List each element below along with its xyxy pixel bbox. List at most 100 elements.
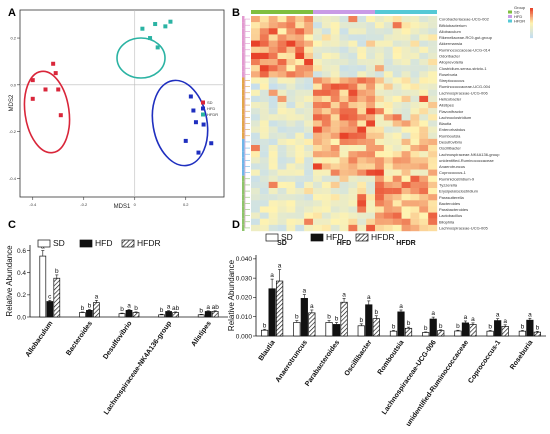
heatmap-cell: [339, 126, 349, 133]
heatmap-cell: [313, 34, 323, 41]
heatmap-cell: [277, 95, 287, 103]
bar-sd: [518, 330, 526, 337]
heatmap-cell: [348, 188, 358, 195]
heatmap-cell: [392, 188, 402, 195]
heatmap-cell: [251, 77, 261, 84]
category-label: Desulfovibrio: [102, 320, 133, 361]
significance-letter: b: [456, 323, 460, 330]
heatmap-cell: [268, 40, 278, 47]
heatmap-cell: [401, 28, 411, 35]
heatmap-cell: [330, 77, 340, 84]
heatmap-cell: [348, 16, 358, 23]
heatmap-cell: [259, 102, 269, 109]
heatmap-cell: [321, 65, 331, 72]
heatmap-cell: [304, 200, 314, 207]
heatmap-cell: [375, 132, 385, 140]
row-annotation-swatch: [242, 169, 245, 176]
bar-hfd: [494, 320, 502, 337]
heatmap-cell: [357, 169, 367, 176]
heatmap-cell: [348, 34, 358, 41]
heatmap-cell: [313, 102, 323, 109]
heatmap-cell: [313, 89, 323, 97]
heatmap-cell: [339, 16, 349, 23]
heatmap-cell: [339, 218, 349, 226]
heatmap-cell: [375, 181, 385, 189]
row-annotation-swatch: [242, 151, 245, 158]
heatmap-cell: [357, 157, 367, 164]
significance-letter: a: [167, 304, 171, 311]
category-label: Lachnospiraceae-UCG-006: [381, 339, 438, 416]
heatmap-cell: [339, 59, 349, 66]
heatmap-cell: [268, 52, 278, 60]
heatmap-cell: [428, 89, 438, 97]
color-scale-step: [530, 33, 533, 36]
y-tick-label: 0.6: [17, 248, 26, 255]
row-annotation-swatch: [242, 40, 245, 47]
heatmap-cell: [251, 163, 261, 170]
heatmap-cell: [268, 212, 278, 219]
bar-hfd: [300, 298, 308, 337]
heatmap-cell: [295, 65, 305, 72]
heatmap-cell: [366, 71, 376, 78]
bar-hfd: [204, 311, 212, 318]
heatmap-cell: [286, 16, 296, 23]
heatmap-cell: [419, 52, 429, 60]
heatmap-cell: [348, 132, 358, 140]
heatmap-group-label: HFDR: [396, 240, 415, 247]
heatmap-cell: [428, 151, 438, 158]
heatmap-cell: [259, 157, 269, 164]
heatmap-cell: [392, 28, 402, 35]
heatmap-cell: [375, 163, 385, 170]
heatmap-cell: [410, 169, 420, 176]
heatmap-cell: [428, 200, 438, 207]
color-scale-step: [530, 17, 533, 19]
heatmap-cell: [321, 102, 331, 109]
heatmap-row-label: Alistipes: [439, 103, 454, 108]
heatmap-cell: [277, 132, 287, 140]
heatmap-cell: [357, 224, 367, 232]
heatmap-cell: [419, 120, 429, 127]
row-annotation-swatch: [242, 175, 245, 182]
heatmap-cell: [366, 200, 376, 207]
legend-swatch: [37, 239, 51, 248]
heatmap-cell: [286, 145, 296, 152]
heatmap-cell: [419, 102, 429, 109]
heatmap-cell: [383, 145, 393, 152]
heatmap-row-label: Lachnospiraceae-NK4A136-group: [439, 152, 500, 157]
heatmap-cell: [286, 83, 296, 90]
heatmap-cell: [410, 163, 420, 170]
row-annotation-swatch: [242, 206, 245, 213]
color-scale-step: [530, 12, 533, 15]
heatmap-cell: [348, 46, 358, 54]
heatmap-cell: [375, 16, 385, 23]
heatmap-cell: [419, 65, 429, 72]
heatmap-cell: [330, 52, 340, 60]
significance-letter: b: [160, 307, 164, 314]
heatmap-cell: [286, 194, 296, 201]
heatmap-cell: [304, 108, 314, 115]
heatmap-cell: [348, 102, 358, 109]
heatmap-cell: [410, 83, 420, 90]
heatmap-cell: [339, 169, 349, 176]
heatmap-cell: [321, 120, 331, 127]
heatmap-cell: [251, 157, 261, 164]
heatmap-cell: [304, 145, 314, 152]
heatmap-cell: [339, 108, 349, 115]
row-annotation-swatch: [242, 218, 245, 225]
heatmap-cell: [268, 77, 278, 84]
heatmap-cell: [295, 71, 305, 78]
heatmap-cell: [366, 102, 376, 109]
heatmap-cell: [313, 175, 323, 183]
heatmap-cell: [313, 163, 323, 170]
heatmap-cell: [304, 16, 314, 23]
heatmap-cell: [383, 114, 393, 121]
heatmap-cell: [277, 151, 287, 158]
heatmap-cell: [321, 108, 331, 115]
heatmap-cell: [401, 194, 411, 201]
significance-letter: a: [206, 304, 210, 311]
heatmap-cell: [339, 102, 349, 109]
heatmap-cell: [304, 102, 314, 109]
heatmap-row-label: Akkermansia: [439, 41, 463, 46]
legend-label: SD: [514, 10, 520, 15]
